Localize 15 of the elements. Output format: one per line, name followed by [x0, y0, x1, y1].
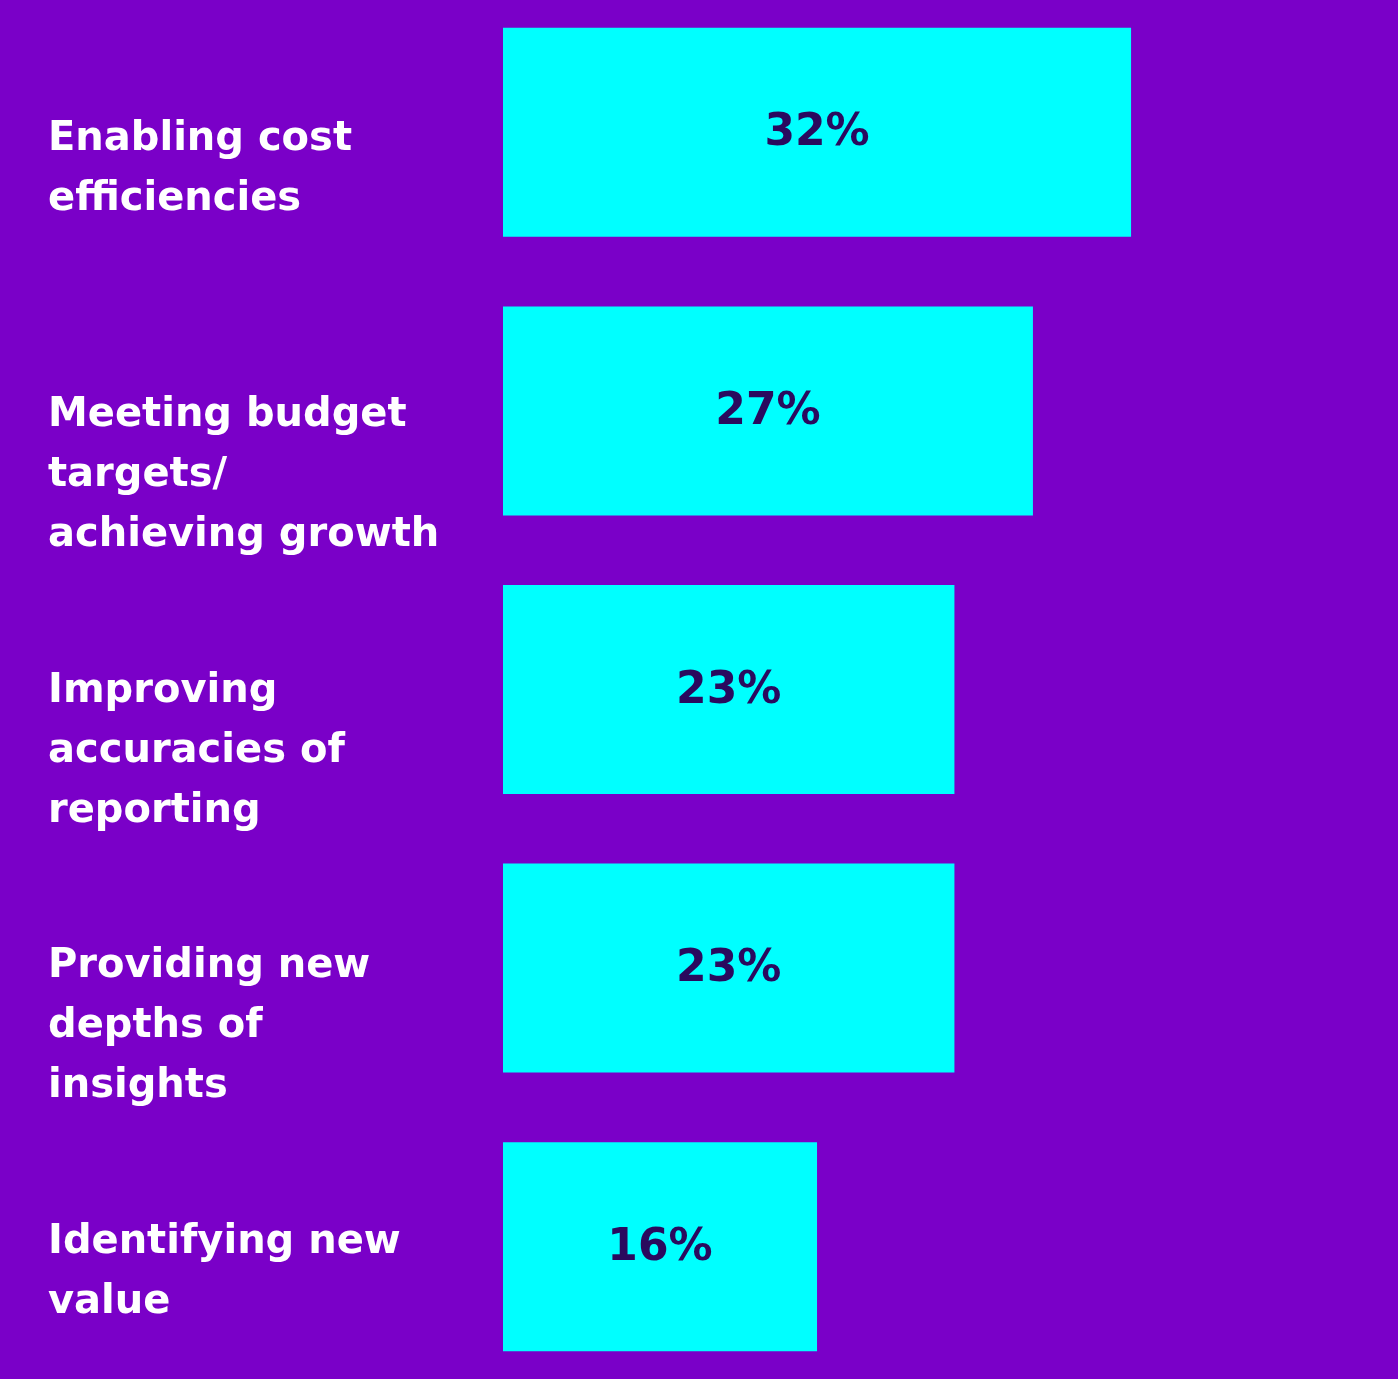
data-label: 27% — [715, 382, 821, 434]
y-tick-label: Enabling cost efficiencies — [48, 112, 353, 219]
data-label: 23% — [676, 940, 782, 992]
bar — [503, 27, 1132, 237]
bar — [503, 585, 955, 794]
y-tick-label: Meeting budget targets/ achieving growth — [48, 388, 440, 555]
data-label: 32% — [764, 104, 870, 156]
bar — [503, 1142, 818, 1352]
bar — [503, 863, 955, 1073]
bar — [503, 306, 1033, 516]
y-tick-label: Providing new depths of insights — [48, 940, 371, 1107]
data-label: 23% — [676, 661, 782, 713]
y-tick-label: Identifying new value — [48, 1216, 401, 1323]
data-label: 16% — [607, 1218, 713, 1270]
y-tick-label: Improving accuracies of reporting — [48, 664, 346, 831]
